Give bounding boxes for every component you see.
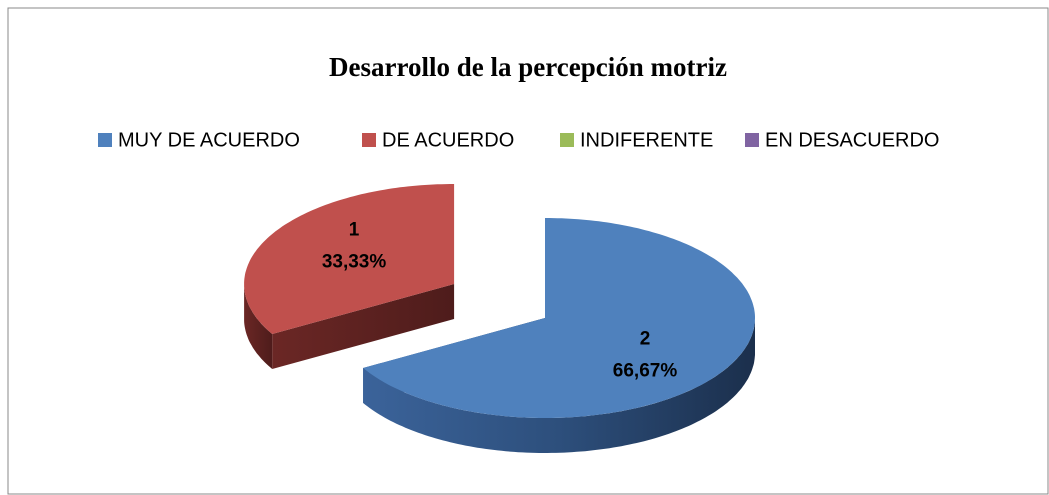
- data-label: 33,33%: [322, 252, 387, 273]
- data-label: 1: [349, 220, 360, 241]
- slice: [244, 184, 455, 334]
- legend-swatch: [362, 133, 376, 147]
- slice-wall: [272, 284, 455, 369]
- slice-side: [244, 284, 273, 369]
- data-label: 66,67%: [613, 361, 678, 382]
- chart-title: Desarrollo de la percepción motriz: [329, 52, 727, 82]
- slice-side: [363, 318, 755, 453]
- legend-label: EN DESACUERDO: [765, 129, 939, 151]
- legend-label: INDIFERENTE: [580, 129, 713, 151]
- legend-swatch: [560, 133, 574, 147]
- legend-label: DE ACUERDO: [382, 129, 514, 151]
- slice: [363, 218, 755, 418]
- data-label: 2: [640, 329, 651, 350]
- legend-label: MUY DE ACUERDO: [118, 129, 300, 151]
- legend-swatch: [745, 133, 759, 147]
- legend-swatch: [98, 133, 112, 147]
